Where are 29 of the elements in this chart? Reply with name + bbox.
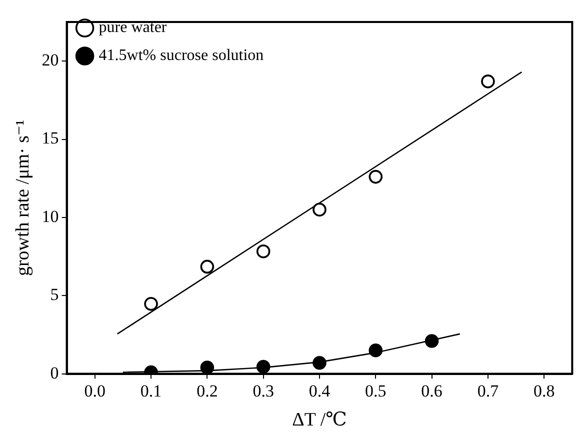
point [144,297,158,311]
x-tick-label: 0.0 [84,381,106,400]
legend-label: pure water [98,19,168,36]
x-tick-label: 0.4 [308,381,331,400]
point [256,244,270,258]
x-tick-label: 0.8 [533,381,555,400]
point [424,334,439,348]
point [200,360,214,374]
point [312,356,326,370]
y-tick-label: 0 [50,363,59,382]
point [256,360,270,374]
x-tick-label: 0.2 [196,381,218,400]
point [200,260,214,274]
y-tick-label: 5 [50,285,59,304]
point [312,202,326,217]
point [368,343,383,358]
x-tick-label: 0.3 [252,381,274,400]
legend-label: 41.5wt% sucrose solution [98,47,264,64]
y-tick-label: 15 [42,128,59,148]
point [368,170,383,184]
x-axis-title: ΔT /℃ [292,410,347,431]
x-tick-label: 0.6 [421,381,442,400]
x-tick-label: 0.5 [365,381,386,400]
y-axis-title: growth rate /μm· s⁻¹ [12,119,34,276]
x-tick-label: 0.1 [140,381,162,400]
x-tick-label: 0.7 [477,381,500,400]
point [481,74,495,88]
y-tick-label: 20 [42,50,59,70]
y-tick-label: 10 [42,206,59,226]
